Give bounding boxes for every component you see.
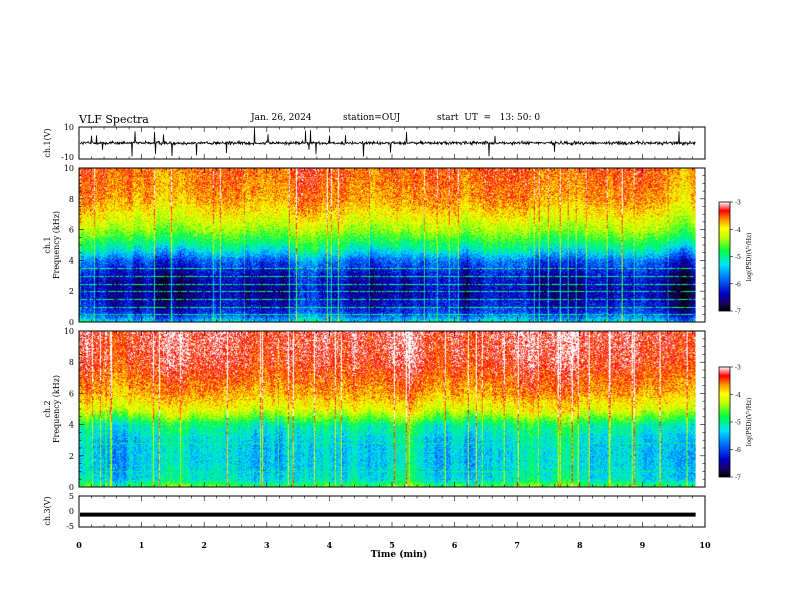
station-label: station=OUJ [343, 113, 401, 123]
ch2-spectrogram-ylabel-channel: ch.2 [43, 400, 52, 417]
ch1-spectrogram-ylabel-frequency: Frequency (kHz) [52, 211, 61, 279]
ch2-spectrogram-ytick-label: 6 [69, 389, 74, 398]
colorbar-tick-label: -3 [735, 200, 741, 207]
time-axis-tick: 8 [577, 540, 583, 550]
ch3-ytick-top: 5 [69, 492, 74, 501]
ch2-colorbar: -3 -4 -5 -6 -7 log(PSD)(V²/Hz) [718, 365, 753, 482]
ch3-waveform-ylabel: ch.3(V) [43, 496, 52, 525]
ch1-colorbar-ticks: -3 -4 -5 -6 -7 [730, 200, 741, 316]
ch3-waveform-panel: 5 0 -5 ch.3(V) [43, 492, 706, 531]
ch2-spectrogram-image [79, 331, 696, 487]
ch1-waveform-panel: 10 -10 ch.1(V) [43, 123, 706, 162]
time-axis-tick-labels: 0 1 2 3 4 5 6 7 8 9 10 [76, 540, 711, 550]
colorbar-tick-label: -7 [735, 309, 741, 316]
ch2-spectrogram-ytick-label: 10 [64, 327, 74, 336]
ch1-spectrogram-ytick-label: 8 [69, 195, 74, 204]
ch1-spectrogram-ytick-label: 6 [69, 226, 74, 235]
colorbar-tick-label: -3 [735, 365, 741, 372]
ch1-spectrogram-ytick-label: 10 [64, 164, 74, 173]
ch1-colorbar-gradient [719, 202, 730, 311]
ch1-waveform-line [79, 128, 696, 157]
ch2-freq-tick-labels: 0 2 4 6 8 10 [64, 327, 705, 492]
ch2-spectrogram-ticks [78, 331, 706, 487]
ch1-ytick-bottom: -10 [61, 153, 74, 162]
ch2-spectrogram-ytick-label: 0 [69, 483, 74, 492]
ch2-colorbar-ticks: -3 -4 -5 -6 -7 [730, 365, 741, 482]
ch1-colorbar-label: log(PSD)(V²/Hz) [746, 233, 753, 282]
time-axis-tick: 10 [699, 540, 711, 550]
ch3-ytick-bottom: -5 [66, 522, 74, 531]
ch1-spectrogram-ylabel-channel: ch.1 [43, 236, 52, 253]
start-time-label: start UT = 13: 50: 0 [437, 113, 541, 123]
ch1-spectrogram-image [79, 168, 696, 322]
ch1-spectrogram-panel: 0 2 4 6 8 10 ch.1 Frequency (kHz) [43, 164, 706, 327]
time-axis-tick: 2 [201, 540, 207, 550]
ch1-spectrogram-ticks [78, 168, 706, 322]
figure-title: VLF Spectra [79, 113, 149, 126]
ch3-ytick-middle: 0 [69, 507, 74, 516]
ch1-ytick-top: 10 [64, 123, 74, 132]
colorbar-tick-label: -7 [735, 475, 741, 482]
ch1-waveform-ylabel: ch.1(V) [43, 128, 52, 157]
ch2-spectrogram-ytick-label: 2 [69, 452, 74, 461]
ch2-colorbar-label: log(PSD)(V²/Hz) [746, 398, 753, 447]
ch3-waveform-ticks [78, 496, 706, 527]
time-axis-tick: 6 [452, 540, 458, 550]
ch1-spectrogram-ytick-label: 4 [69, 256, 74, 265]
time-axis-tick: 3 [264, 540, 270, 550]
ch1-spectrogram-ytick-label: 0 [69, 318, 74, 327]
time-axis-label: Time (min) [371, 549, 428, 560]
time-axis-tick: 0 [76, 540, 82, 550]
ch2-spectrogram-ytick-label: 4 [69, 421, 74, 430]
colorbar-tick-label: -5 [735, 420, 741, 427]
ch2-colorbar-gradient [719, 367, 730, 477]
time-axis-tick: 4 [327, 540, 333, 550]
colorbar-tick-label: -4 [735, 392, 741, 399]
ch2-spectrogram-panel: 0 2 4 6 8 10 ch.2 Frequency (kHz) [43, 327, 706, 492]
ch2-spectrogram-ytick-label: 8 [69, 358, 74, 367]
time-axis-tick: 7 [514, 540, 520, 550]
ch1-spectrogram-ytick-label: 2 [69, 287, 74, 296]
ch1-colorbar: -3 -4 -5 -6 -7 log(PSD)(V²/Hz) [718, 200, 753, 316]
time-axis-tick: 5 [389, 540, 395, 550]
time-axis-tick: 9 [640, 540, 646, 550]
time-axis-tick: 1 [139, 540, 145, 550]
colorbar-tick-label: -6 [735, 281, 741, 288]
colorbar-tick-label: -4 [735, 227, 741, 234]
ch1-freq-tick-labels: 0 2 4 6 8 10 [64, 164, 705, 327]
ch1-waveform-ticks [78, 127, 706, 159]
colorbar-tick-label: -5 [735, 254, 741, 261]
colorbar-tick-label: -6 [735, 447, 741, 454]
ch2-spectrogram-ylabel-frequency: Frequency (kHz) [52, 375, 61, 443]
date-label: Jan. 26, 2024 [251, 113, 312, 123]
